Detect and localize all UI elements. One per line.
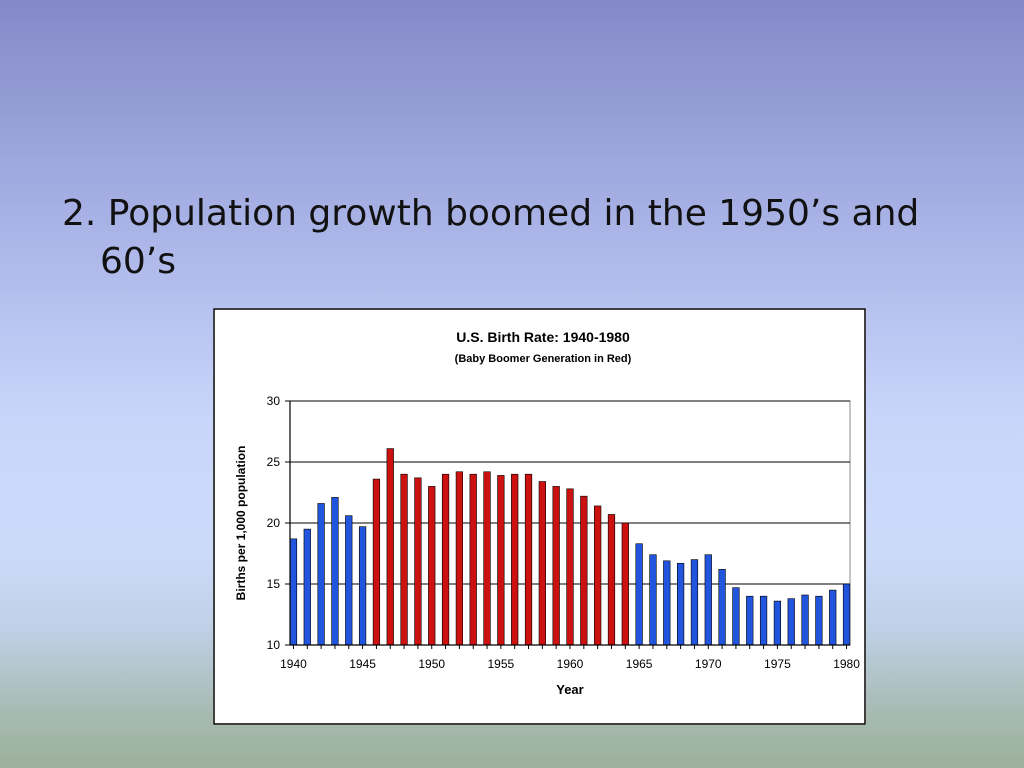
slide-heading: 2. Population growth boomed in the 1950’… — [62, 193, 920, 282]
bar-1948 — [400, 473, 408, 646]
x-tick-label: 1955 — [488, 657, 515, 671]
bar-1953 — [469, 473, 477, 646]
chart-title: U.S. Birth Rate: 1940-1980 — [456, 329, 630, 345]
bar-1980 — [842, 583, 851, 646]
bar-1941 — [303, 528, 311, 646]
bar-1949 — [414, 477, 422, 646]
x-tick-label: 1975 — [764, 657, 791, 671]
bar-1968 — [676, 562, 685, 646]
bar-1959 — [552, 486, 560, 646]
x-tick-label: 1980 — [833, 657, 860, 671]
bar-1976 — [787, 598, 795, 646]
bars — [289, 448, 851, 646]
bar-1950 — [428, 486, 436, 646]
x-axis-label: Year — [556, 682, 583, 697]
bar-1961 — [580, 495, 588, 646]
x-tick-label: 1945 — [349, 657, 376, 671]
y-tick-label: 30 — [267, 394, 281, 408]
bar-1967 — [663, 560, 671, 646]
bar-1954 — [483, 471, 491, 646]
bar-1979 — [829, 589, 837, 646]
bar-1960 — [566, 488, 574, 646]
y-axis-label: Births per 1,000 population — [234, 446, 248, 601]
bar-1956 — [511, 473, 519, 646]
bar-1964 — [621, 522, 629, 646]
x-tick-label: 1970 — [695, 657, 722, 671]
y-tick-label: 20 — [267, 516, 281, 530]
bar-1958 — [538, 481, 546, 646]
bar-1970 — [704, 554, 712, 646]
x-tick-label: 1965 — [626, 657, 653, 671]
bar-1943 — [331, 497, 339, 646]
bar-1974 — [759, 595, 768, 646]
bar-1957 — [524, 473, 533, 646]
x-tick-label: 1940 — [280, 657, 307, 671]
bar-1940 — [289, 538, 298, 646]
bar-1955 — [497, 475, 505, 646]
bar-1952 — [455, 471, 464, 646]
bar-1977 — [801, 594, 809, 646]
bar-1973 — [746, 595, 754, 646]
chart-canvas: U.S. Birth Rate: 1940-1980 (Baby Boomer … — [213, 308, 866, 725]
bar-1965 — [635, 543, 643, 646]
birth-rate-chart: U.S. Birth Rate: 1940-1980 (Baby Boomer … — [213, 308, 866, 725]
y-tick-label: 10 — [267, 638, 281, 652]
bar-1951 — [441, 473, 450, 646]
axes: 10 15 20 25 30 1940 1945 1950 1955 1960 1965 1970 19… — [267, 394, 861, 671]
bar-1944 — [345, 515, 353, 646]
y-tick-label: 25 — [267, 455, 281, 469]
x-tick-label: 1960 — [557, 657, 584, 671]
bar-1962 — [594, 505, 602, 646]
bar-1975 — [773, 600, 782, 646]
bar-1945 — [358, 526, 367, 646]
bar-1966 — [649, 554, 657, 646]
bar-1946 — [372, 478, 381, 646]
bar-1969 — [690, 559, 699, 646]
bar-1947 — [386, 448, 394, 646]
y-tick-label: 15 — [267, 577, 281, 591]
bar-1963 — [607, 514, 616, 646]
bar-1971 — [718, 569, 726, 646]
x-tick-label: 1950 — [418, 657, 445, 671]
bar-1972 — [732, 587, 740, 646]
bar-1942 — [317, 503, 325, 646]
chart-subtitle: (Baby Boomer Generation in Red) — [455, 353, 632, 365]
bar-1978 — [815, 595, 823, 646]
